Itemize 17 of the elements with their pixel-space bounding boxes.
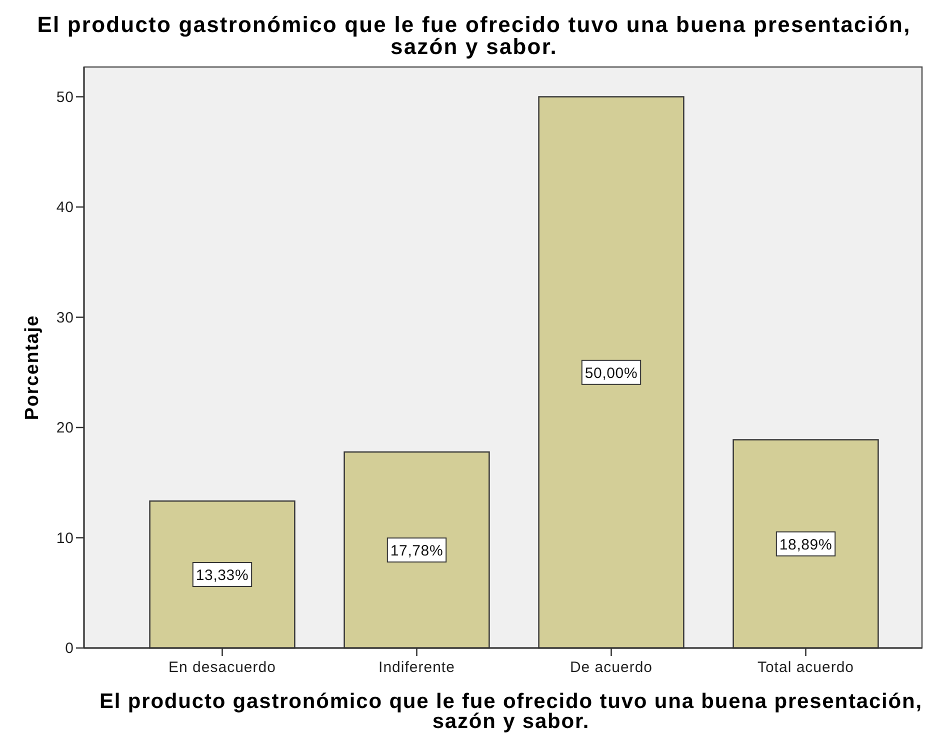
x-tick-label: En desacuerdo: [168, 659, 276, 676]
y-tick-label: 50: [56, 88, 74, 106]
chart-title: El producto gastronómico que le fue ofrecido tuvo una buena presentación, sazón y sabor.: [37, 12, 911, 59]
y-tick-label: 10: [56, 530, 74, 547]
x-tick-label: Total acuerdo: [757, 659, 854, 676]
y-tick-label: 20: [56, 420, 74, 437]
data-label: 50,00%: [584, 364, 638, 382]
y-tick-label: 40: [56, 199, 74, 216]
data-label: 18,89%: [779, 536, 832, 554]
data-label: 17,78%: [390, 542, 444, 560]
x-tick-label: De acuerdo: [570, 659, 653, 676]
data-label: 13,33%: [196, 567, 249, 584]
x-tick-label: Indiferente: [378, 659, 455, 676]
y-tick-label: 30: [56, 309, 74, 326]
x-axis-title: El producto gastronómico que le fue ofrecido tuvo una buena presentación, sazón y sabor.: [100, 690, 922, 733]
y-axis-title: Porcentaje: [22, 314, 43, 420]
y-tick-label: 0: [65, 640, 74, 657]
